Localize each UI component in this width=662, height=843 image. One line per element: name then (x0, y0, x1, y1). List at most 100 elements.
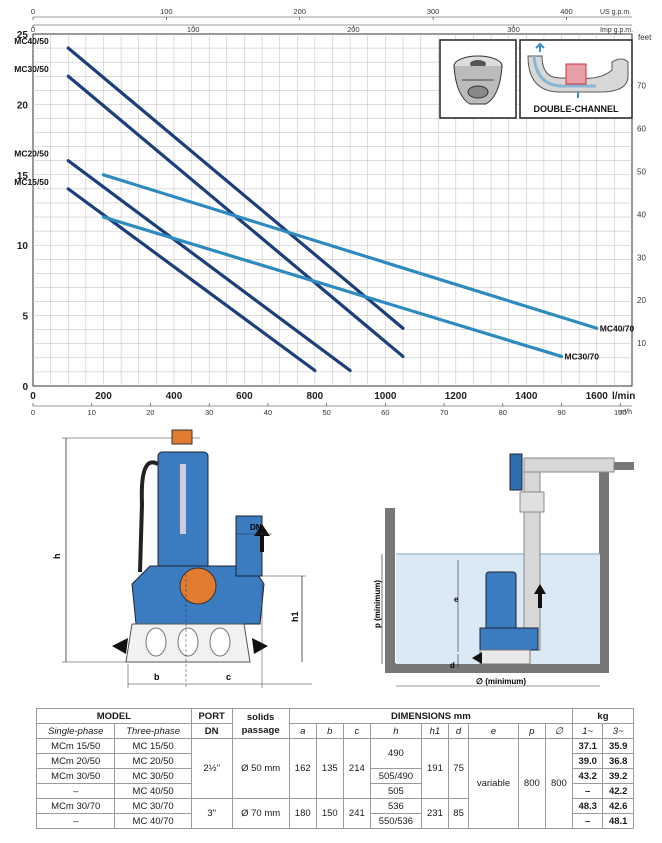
th-dimensions: DIMENSIONS mm (288, 708, 573, 724)
x-tick-label: 0 (30, 391, 36, 402)
us-gpm-tick-label: 300 (427, 7, 440, 16)
install-label-e: e (454, 595, 459, 604)
y-tick-label: 15 (17, 171, 29, 182)
series-label: MC30/70 (565, 351, 600, 361)
series-labels: MC40/50 MC30/50 MC20/50 MC15/50 MC40/70 MC30/… (14, 36, 634, 361)
specification-table: MODEL PORT solids passage DIMENSIONS mm k… (35, 708, 635, 829)
dim-label-h1: h1 (290, 611, 300, 622)
double-channel-icon (527, 42, 629, 98)
series-line (101, 215, 564, 359)
th-solids: solids passage (231, 708, 290, 739)
m3h-tick-label: 30 (205, 408, 213, 417)
series-label: MC15/50 (14, 177, 49, 187)
x-tick-label: 1200 (445, 391, 468, 402)
th-dim-b: b (315, 723, 344, 739)
y-axis-right: 10 20 30 40 50 60 70 feet (637, 33, 652, 348)
discharge-arrow (534, 584, 546, 608)
th-dn: DN (190, 723, 233, 739)
th-port: PORT (190, 708, 233, 724)
th-dim-h1: h1 (420, 723, 449, 739)
y-tick-label: 5 (22, 312, 28, 323)
th-dim-h: h (369, 723, 422, 739)
imp-gpm-tick-label: 0 (31, 25, 35, 34)
impeller-icon (453, 55, 503, 105)
install-label-diameter: ∅ (minimum) (476, 677, 526, 686)
series-label: MC40/50 (14, 36, 49, 46)
imp-gpm-tick-label: 100 (187, 25, 200, 34)
inset-label: DOUBLE-CHANNEL (534, 104, 619, 114)
x-tick-label: 1000 (374, 391, 397, 402)
x-tick-label: 400 (166, 391, 183, 402)
performance-chart: 0 100 200 300 400 US g.p.m.0 100 200 300 Imp g.p.… (14, 7, 652, 417)
th-kg: kg (571, 708, 635, 724)
table-row: – MC 40/50 505 – 42.2 (35, 783, 634, 799)
y-tick-label: 0 (22, 382, 28, 393)
table-row: MCm 30/50 MC 30/50 505/490 43.2 39.2 (35, 768, 634, 784)
chart-series (66, 46, 599, 373)
x-tick-label: 1400 (515, 391, 538, 402)
top-axes: 0 100 200 300 400 US g.p.m. 0 100 200 300 Imp g.p.… (31, 7, 633, 34)
us-gpm-tick-label: 400 (560, 7, 573, 16)
dim-label-dn: DN (250, 523, 262, 532)
y-tick-label: 25 (17, 30, 29, 41)
inlet-arrow (472, 652, 482, 664)
installation-drawing: p (minimum) e d ∅ (minimum) (373, 453, 634, 687)
inflow-arrow-left (112, 638, 128, 654)
x-tick-label: 800 (307, 391, 324, 402)
th-dim-diameter: ∅ (544, 723, 573, 739)
th-single-phase: Single-phase (35, 723, 116, 739)
m3h-tick-label: 60 (381, 408, 389, 417)
y-tick-label: 10 (17, 241, 29, 252)
dim-label-c: c (226, 672, 231, 682)
x-axis-bottom: 0 200 400 600 800 1000 1200 1400 1600 l/min (30, 391, 635, 402)
y-right-tick-label: 30 (637, 253, 646, 262)
x-tick-label: 200 (95, 391, 112, 402)
th-dim-d: d (447, 723, 470, 739)
us-gpm-tick-label: 100 (160, 7, 173, 16)
imp-gpm-label: Imp g.p.m. (600, 27, 633, 34)
inflow-arrow-right (252, 638, 268, 654)
install-label-d: d (450, 661, 455, 670)
y-right-tick-label: 20 (637, 296, 646, 305)
series-line (66, 159, 352, 373)
dim-label-h: h (52, 554, 62, 560)
dim-label-b: b (154, 672, 160, 682)
y-right-tick-label: 70 (637, 82, 646, 91)
m3h-tick-label: 40 (264, 408, 272, 417)
y-right-tick-label: 50 (637, 167, 646, 176)
m3h-tick-label: 50 (322, 408, 330, 417)
table-row: MCm 15/50 MC 15/50 2½" Ø 50 mm 162 135 2… (35, 738, 634, 829)
us-gpm-tick-label: 200 (293, 7, 306, 16)
y-right-axis-label: feet (638, 33, 652, 42)
th-kg1: 1~ (571, 723, 604, 739)
m3h-tick-label: 70 (440, 408, 448, 417)
m3h-tick-label: 10 (88, 408, 96, 417)
th-dim-a: a (288, 723, 317, 739)
imp-gpm-tick-label: 300 (507, 25, 520, 34)
m3h-tick-label: 20 (146, 408, 154, 417)
series-label: MC30/50 (14, 64, 49, 74)
m3h-tick-label: 80 (499, 408, 507, 417)
x-tick-label: 1600 (586, 391, 609, 402)
m3h-tick-label: 100 (614, 408, 627, 417)
th-model: MODEL (36, 708, 192, 724)
float-switch-icon (509, 453, 523, 491)
series-label: MC20/50 (14, 149, 49, 159)
table-row: – MC 40/70 550/536 – 48.1 (35, 813, 634, 829)
x-axis-label: l/min (612, 391, 635, 402)
th-three-phase: Three-phase (114, 723, 192, 739)
series-label: MC40/70 (600, 323, 635, 333)
m3h-tick-label: 0 (31, 408, 35, 417)
series-line (101, 173, 599, 330)
us-gpm-tick-label: 0 (31, 7, 35, 16)
m3h-axis-label: m³/h (618, 409, 632, 416)
pump-dimension-drawing: h h1 DN b c (52, 429, 312, 688)
imp-gpm-tick-label: 200 (347, 25, 360, 34)
th-dim-c: c (342, 723, 371, 739)
th-kg3: 3~ (602, 723, 634, 739)
y-right-tick-label: 60 (637, 125, 646, 134)
inset-images: DOUBLE-CHANNEL (439, 39, 633, 119)
y-right-tick-label: 40 (637, 210, 646, 219)
y-tick-label: 20 (17, 100, 29, 111)
